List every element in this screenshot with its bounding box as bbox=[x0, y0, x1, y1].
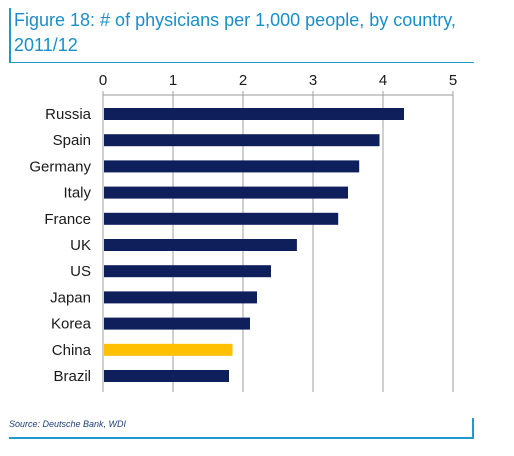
source-note: Source: Deutsche Bank, WDI bbox=[9, 419, 127, 429]
bar-italy bbox=[104, 186, 348, 199]
category-label: Spain bbox=[53, 132, 91, 149]
x-tick-label: 2 bbox=[239, 72, 247, 89]
bar-russia bbox=[104, 108, 404, 120]
title-divider bbox=[9, 62, 474, 63]
category-label: UK bbox=[70, 237, 91, 254]
x-axis-ticks: 0 1 2 3 4 5 bbox=[99, 72, 457, 89]
title-accent-rule bbox=[9, 8, 11, 62]
category-label: Brazil bbox=[53, 368, 91, 385]
category-label: Japan bbox=[50, 289, 91, 306]
bar-china bbox=[104, 343, 233, 356]
category-label: Russia bbox=[45, 106, 92, 123]
bar-uk bbox=[104, 239, 297, 251]
category-label: US bbox=[70, 263, 91, 280]
x-tick-label: 5 bbox=[449, 72, 457, 89]
bars bbox=[104, 108, 404, 382]
x-tick-label: 1 bbox=[169, 72, 177, 89]
bar-us bbox=[104, 265, 271, 278]
category-label: Germany bbox=[29, 158, 91, 175]
frame-bottom-rule bbox=[9, 437, 474, 439]
category-labels: Russia Spain Germany Italy France UK US Japan Ko… bbox=[29, 106, 91, 385]
frame-right-rule bbox=[472, 418, 474, 439]
bar-france bbox=[104, 212, 339, 225]
x-tick-label: 4 bbox=[379, 72, 387, 89]
category-label: France bbox=[44, 211, 91, 228]
x-tick-label: 3 bbox=[309, 72, 317, 89]
category-label: China bbox=[52, 342, 92, 359]
bar-brazil bbox=[104, 370, 229, 382]
x-tick-label: 0 bbox=[99, 72, 107, 89]
bar-spain bbox=[104, 134, 380, 147]
bar-germany bbox=[104, 160, 360, 173]
chart-title: Figure 18: # of physicians per 1,000 peo… bbox=[14, 10, 456, 55]
bar-japan bbox=[104, 291, 257, 304]
category-label: Italy bbox=[63, 185, 91, 202]
bar-korea bbox=[104, 317, 250, 330]
category-label: Korea bbox=[51, 316, 92, 333]
